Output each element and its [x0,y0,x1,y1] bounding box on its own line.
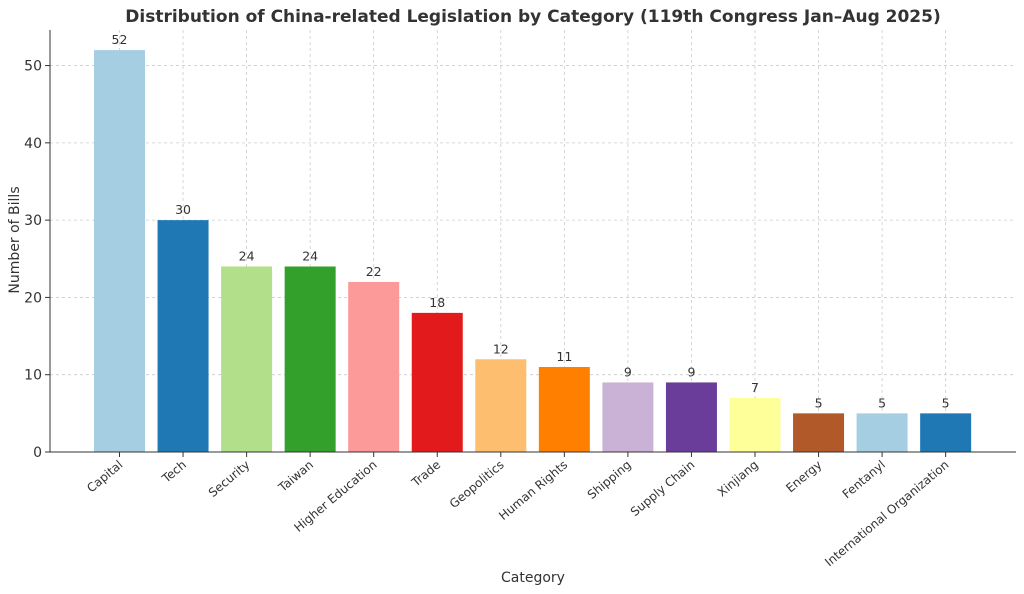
x-tick-label: Trade [408,458,443,490]
bar [793,413,845,452]
bar [729,397,781,452]
data-label: 24 [239,249,255,264]
bars [94,50,972,452]
data-label: 9 [687,364,695,379]
x-tick-label: Geopolitics [447,458,507,512]
data-label: 18 [429,295,445,310]
bar [221,266,273,452]
x-tick-label: Energy [783,458,824,496]
data-labels: 52 30 24 24 22 18 12 11 9 9 7 5 5 5 [112,32,950,410]
data-label: 7 [751,380,759,395]
x-tick-label: Capital [84,458,125,496]
axes [49,30,1016,453]
gridlines [50,30,1016,452]
data-label: 52 [112,32,128,47]
y-ticks: 0 10 20 30 40 50 [24,59,50,461]
data-label: 12 [493,341,509,356]
bar [475,359,527,452]
data-label: 24 [302,249,318,264]
x-tick-label: Supply Chain [628,458,698,519]
y-tick-label: 50 [24,59,42,75]
x-tick-label: Fentanyl [840,458,888,502]
chart-title: Distribution of China-related Legislatio… [125,7,940,27]
y-tick-label: 20 [24,290,42,306]
bar [348,281,400,452]
bar [157,220,209,452]
x-tick-label: Shipping [585,458,634,502]
data-label: 9 [624,364,632,379]
bar [602,382,654,452]
bar [665,382,717,452]
bar [411,312,463,452]
y-tick-label: 0 [33,445,42,461]
x-tick-label: Tech [159,458,189,487]
y-tick-label: 30 [24,213,42,229]
x-tick-label: Human Rights [496,458,570,523]
bar [538,366,590,452]
y-axis-label: Number of Bills [7,186,23,293]
data-label: 30 [175,202,191,217]
bar [284,266,336,452]
data-label: 5 [878,395,886,410]
bar [94,50,145,452]
x-tick-label: International Organization [822,458,951,570]
x-tick-label: Security [206,458,253,500]
x-tick-label: Taiwan [275,458,316,496]
y-tick-label: 40 [24,136,42,152]
x-axis-label: Category [501,570,565,586]
x-tick-label: Xinjiang [715,458,761,500]
y-tick-label: 10 [24,368,42,384]
bar [856,413,908,452]
bar [920,413,972,452]
data-label: 5 [942,395,950,410]
data-label: 22 [366,264,382,279]
data-label: 5 [815,395,823,410]
data-label: 11 [556,349,572,364]
